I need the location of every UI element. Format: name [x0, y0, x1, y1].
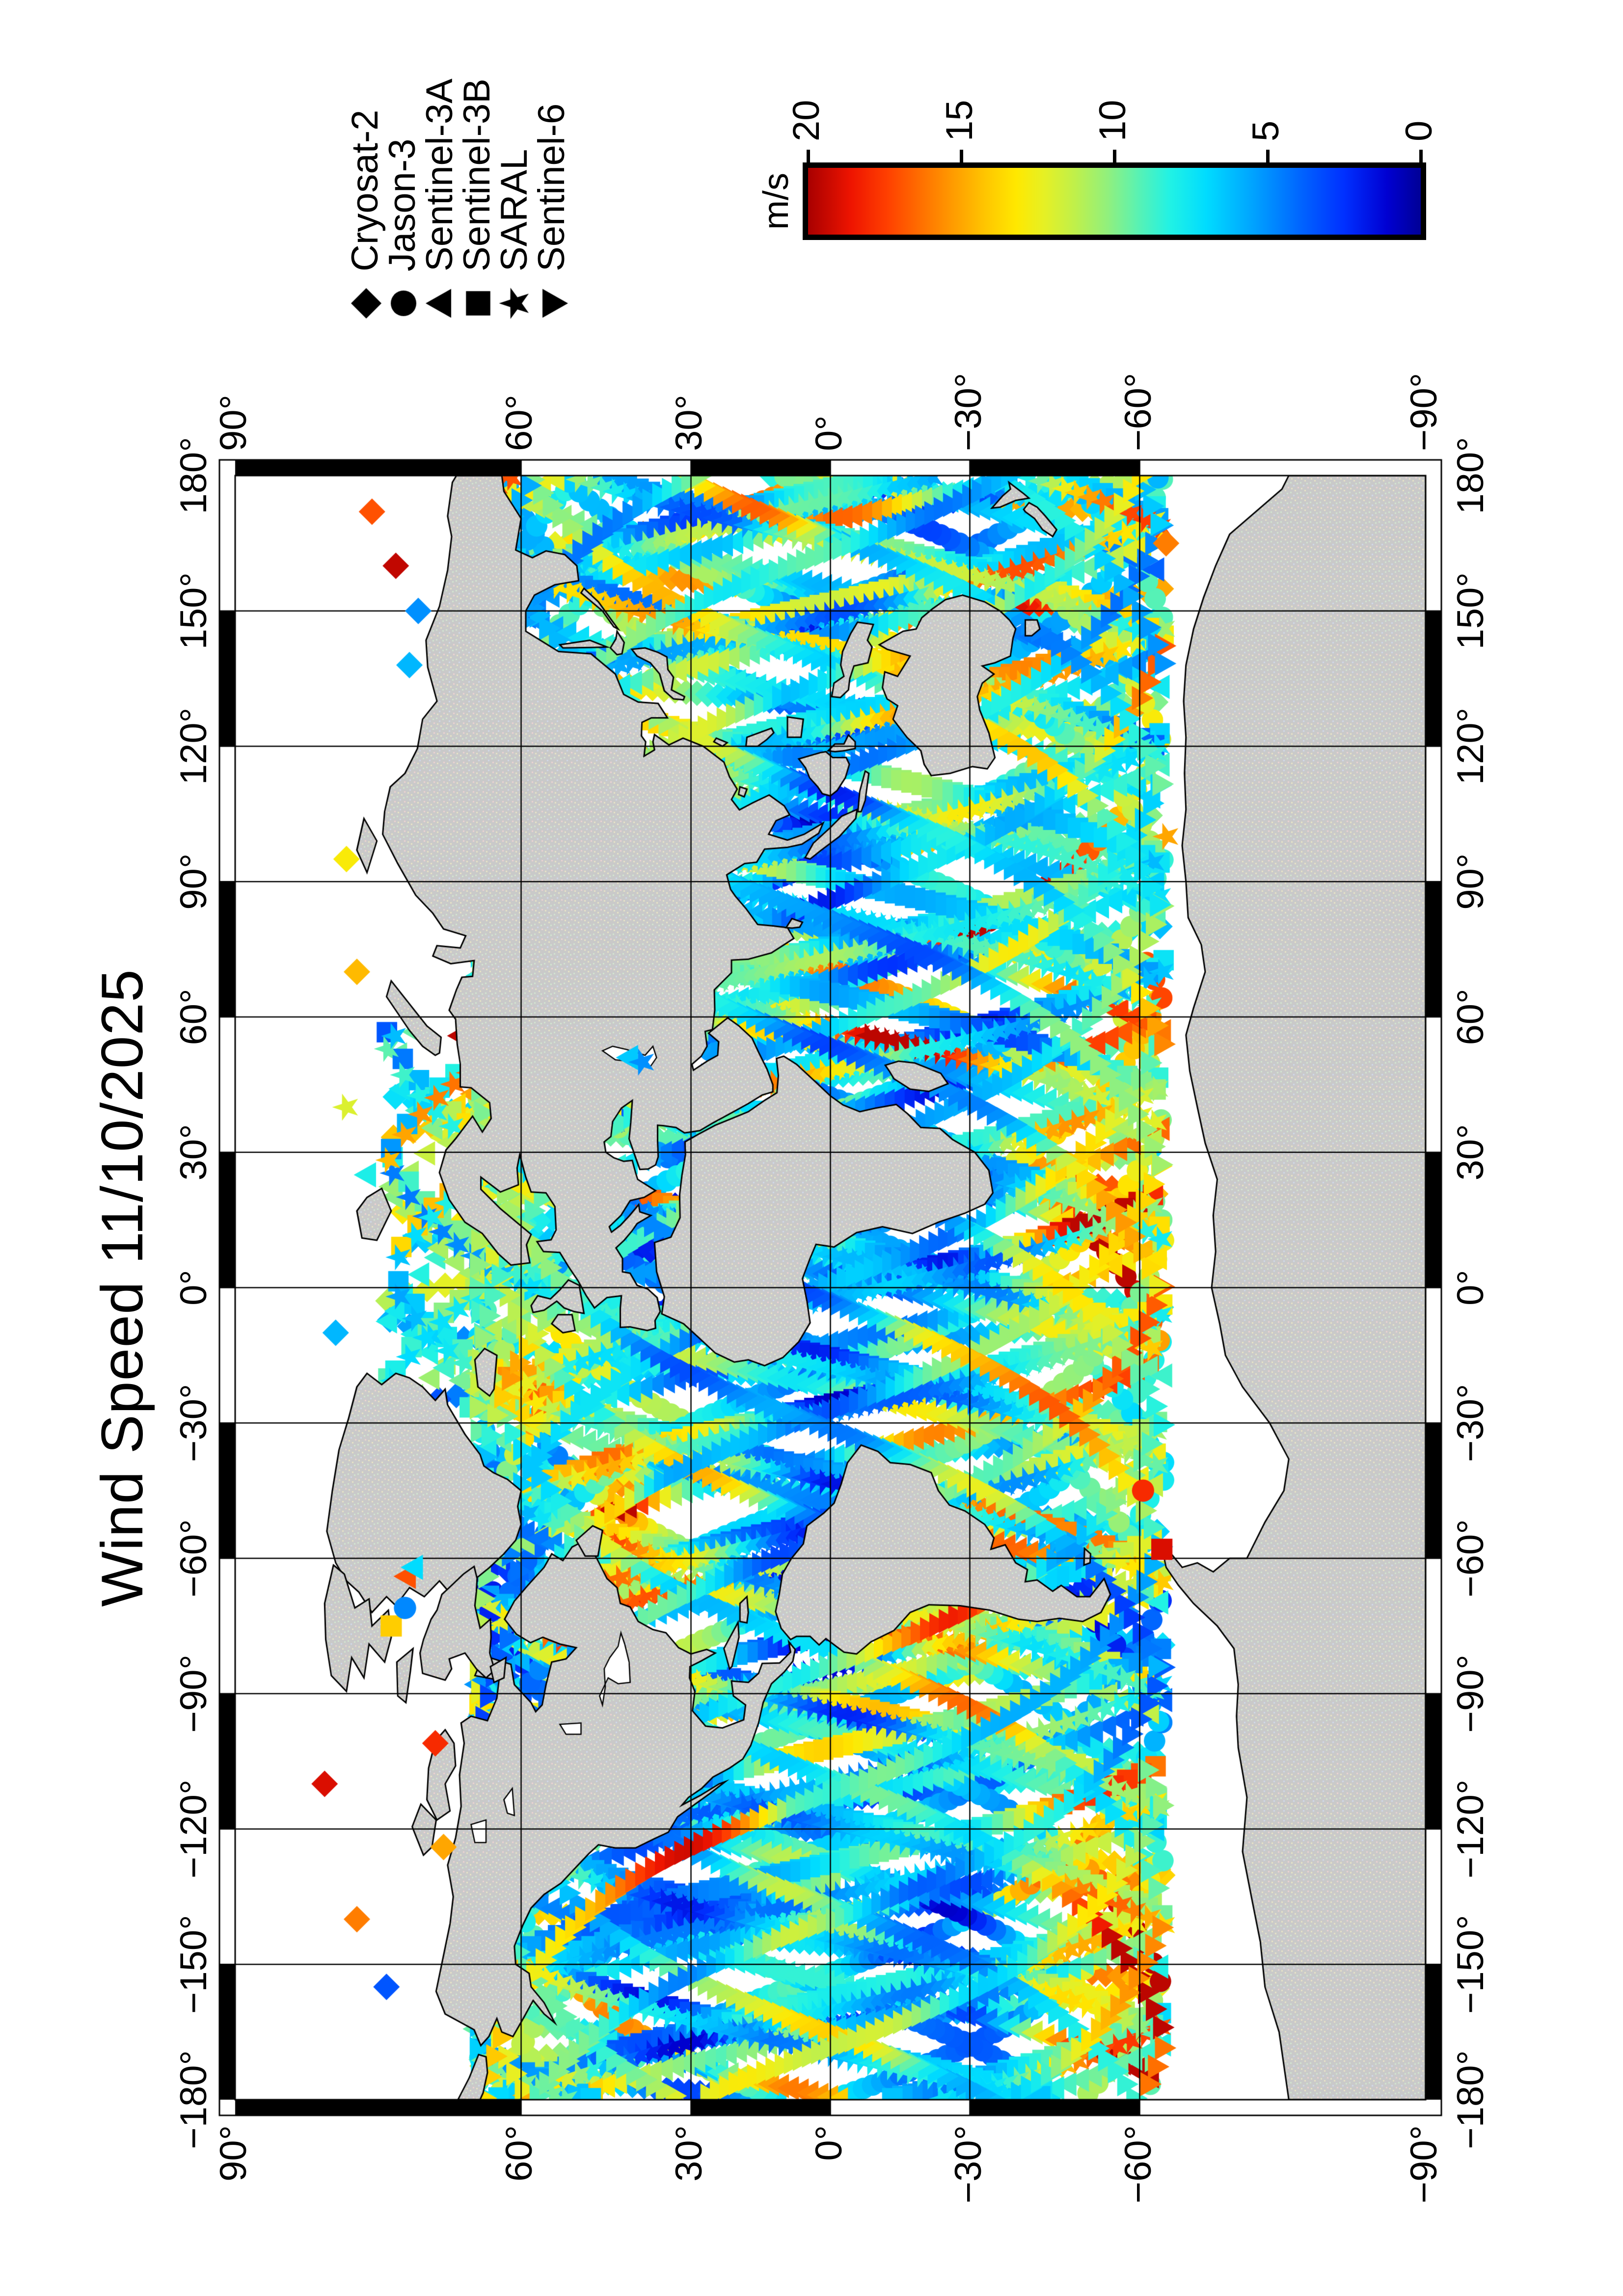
lon-tick-label-top: 0°: [173, 1270, 215, 1306]
lon-tick-label-bottom: 120°: [1450, 707, 1491, 785]
lon-tick-label-bottom: −30°: [1450, 1384, 1491, 1462]
colorbar-tick: [806, 150, 810, 162]
lat-tick-label-right: 0°: [808, 415, 850, 451]
lat-tick-label-left: −30°: [947, 2125, 989, 2204]
legend-label: Jason-3: [381, 138, 423, 271]
lon-tick-label-top: 30°: [173, 1124, 215, 1181]
lon-tick-label-bottom: −90°: [1450, 1655, 1491, 1733]
lon-tick-label-bottom: 60°: [1450, 988, 1491, 1045]
legend-label: Cryosat-2: [344, 109, 386, 271]
legend-item: SARAL: [493, 79, 535, 335]
lat-tick-label-right: 30°: [668, 395, 710, 451]
lat-tick-label-left: 90°: [213, 2125, 255, 2182]
lon-tick-label-bottom: 180°: [1450, 437, 1491, 514]
lon-tick-label-bottom: −180°: [1450, 2050, 1491, 2149]
lon-tick-label-top: 150°: [173, 572, 215, 650]
lat-tick-label-right: −60°: [1117, 373, 1159, 451]
colorbar-tick: [1112, 150, 1116, 162]
lon-tick-label-top: 120°: [173, 707, 215, 785]
colorbar-tick-label: 15: [939, 100, 981, 141]
lat-tick-label-right: 90°: [213, 395, 255, 451]
lat-tick-label-left: 0°: [808, 2125, 850, 2161]
colorbar-tick: [1266, 150, 1270, 162]
lat-tick-label-left: 60°: [498, 2125, 541, 2182]
colorbar-tick-label: 0: [1398, 120, 1440, 141]
legend-symbol-circle-icon: [384, 271, 421, 335]
lon-tick-label-top: −120°: [173, 1779, 215, 1879]
satellite-legend: Cryosat-2 Jason-3 Sentinel-3A Sentinel-3B SA…: [344, 79, 572, 335]
colorbar-tick-label: 20: [785, 100, 828, 141]
legend-symbol-diamond-icon: [347, 271, 384, 335]
lat-tick-label-left: −90°: [1403, 2125, 1445, 2204]
lon-tick-label-bottom: 0°: [1450, 1270, 1491, 1306]
legend-label: Sentinel-6: [531, 103, 572, 271]
colorbar-gradient: [803, 162, 1426, 240]
legend-symbol-square-icon: [459, 271, 496, 335]
legend-symbol-triangle-up-icon: [421, 271, 459, 335]
lat-tick-label-right: −90°: [1403, 373, 1445, 451]
legend-label: Sentinel-3A: [419, 79, 460, 271]
legend-symbol-triangle-down-icon: [533, 271, 570, 335]
legend-symbol-star-icon: [496, 271, 533, 335]
legend-label: SARAL: [493, 149, 535, 271]
lon-tick-label-top: 180°: [173, 437, 215, 514]
lon-tick-label-bottom: −150°: [1450, 1915, 1491, 2014]
legend-item: Jason-3: [381, 79, 423, 335]
lon-tick-label-bottom: 90°: [1450, 853, 1491, 910]
lon-tick-label-bottom: 30°: [1450, 1124, 1491, 1181]
colorbar-tick: [1419, 150, 1423, 162]
lon-tick-label-top: −150°: [173, 1915, 215, 2014]
lon-tick-label-top: −180°: [173, 2050, 215, 2149]
lat-tick-label-right: 60°: [498, 395, 541, 451]
lon-tick-label-top: −90°: [173, 1655, 215, 1733]
legend-item: Sentinel-3A: [419, 79, 460, 335]
colorbar-tick: [959, 150, 963, 162]
lon-tick-label-top: 60°: [173, 988, 215, 1045]
lon-tick-label-bottom: −120°: [1450, 1779, 1491, 1879]
lon-tick-label-top: −30°: [173, 1384, 215, 1462]
colorbar-tick-label: 10: [1092, 100, 1134, 141]
legend-label: Sentinel-3B: [456, 79, 498, 271]
colorbar-tick-label: 5: [1245, 120, 1287, 141]
colorbar-unit-label: m/s: [757, 173, 796, 230]
lon-tick-label-top: −60°: [173, 1519, 215, 1598]
lat-tick-label-right: −30°: [947, 373, 989, 451]
lon-tick-label-bottom: 150°: [1450, 572, 1491, 650]
plot-title: Wind Speed 11/10/2025: [89, 969, 155, 1607]
lon-tick-label-top: 90°: [173, 853, 215, 910]
lat-tick-label-left: −60°: [1117, 2125, 1159, 2204]
lon-tick-label-bottom: −60°: [1450, 1519, 1491, 1598]
lat-tick-label-left: 30°: [668, 2125, 710, 2182]
legend-item: Sentinel-3B: [456, 79, 498, 335]
legend-item: Sentinel-6: [531, 79, 572, 335]
legend-item: Cryosat-2: [344, 79, 386, 335]
